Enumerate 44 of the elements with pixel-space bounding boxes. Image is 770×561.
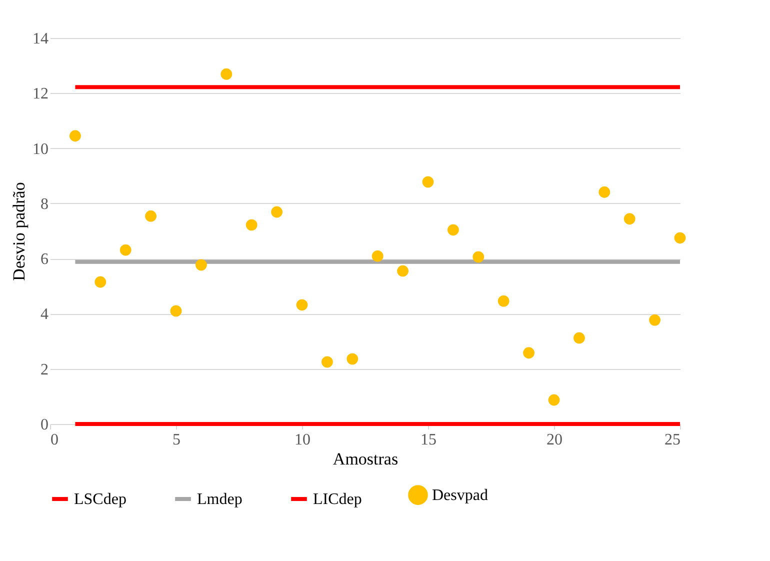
y-tick-label: 0	[40, 416, 48, 434]
y-tick-label: 10	[32, 140, 48, 158]
y-tick-label: 14	[32, 30, 48, 48]
legend-label: Desvpad	[432, 487, 488, 504]
legend-label: Lmdep	[197, 491, 242, 508]
point	[196, 259, 207, 271]
point	[296, 299, 308, 311]
legend-label: LSCdep	[74, 491, 126, 508]
point	[70, 130, 81, 142]
y-tick-label: 8	[40, 196, 48, 213]
x-tick-label: 25	[664, 432, 680, 448]
point	[649, 314, 660, 326]
point	[346, 353, 358, 365]
point	[120, 244, 132, 256]
point	[94, 276, 106, 288]
x-tick-label: 5	[172, 432, 180, 448]
y-tick-label: 6	[40, 251, 48, 268]
legend-label: LICdep	[313, 491, 362, 508]
y-axis-title: Desvio padrão	[10, 182, 28, 281]
point	[498, 295, 510, 307]
point	[448, 224, 459, 236]
point	[145, 210, 156, 222]
point	[322, 356, 333, 368]
point	[220, 68, 232, 80]
point	[548, 394, 560, 406]
point	[246, 219, 258, 231]
y-tick-label: 12	[32, 86, 48, 103]
x-tick-label: 15	[420, 432, 436, 448]
point	[472, 251, 484, 263]
point	[674, 232, 686, 244]
point	[397, 265, 408, 277]
point	[624, 213, 636, 225]
y-tick-label: 4	[40, 306, 48, 324]
x-tick-label: 20	[546, 432, 562, 448]
point	[271, 206, 282, 218]
x-tick-label: 10	[294, 432, 310, 448]
y-tick-label: 2	[40, 361, 48, 378]
point	[170, 305, 182, 317]
point	[422, 176, 434, 188]
point	[523, 347, 534, 359]
point	[574, 332, 585, 344]
point	[598, 186, 610, 198]
x-axis-title: Amostras	[332, 450, 398, 468]
point	[372, 250, 384, 262]
